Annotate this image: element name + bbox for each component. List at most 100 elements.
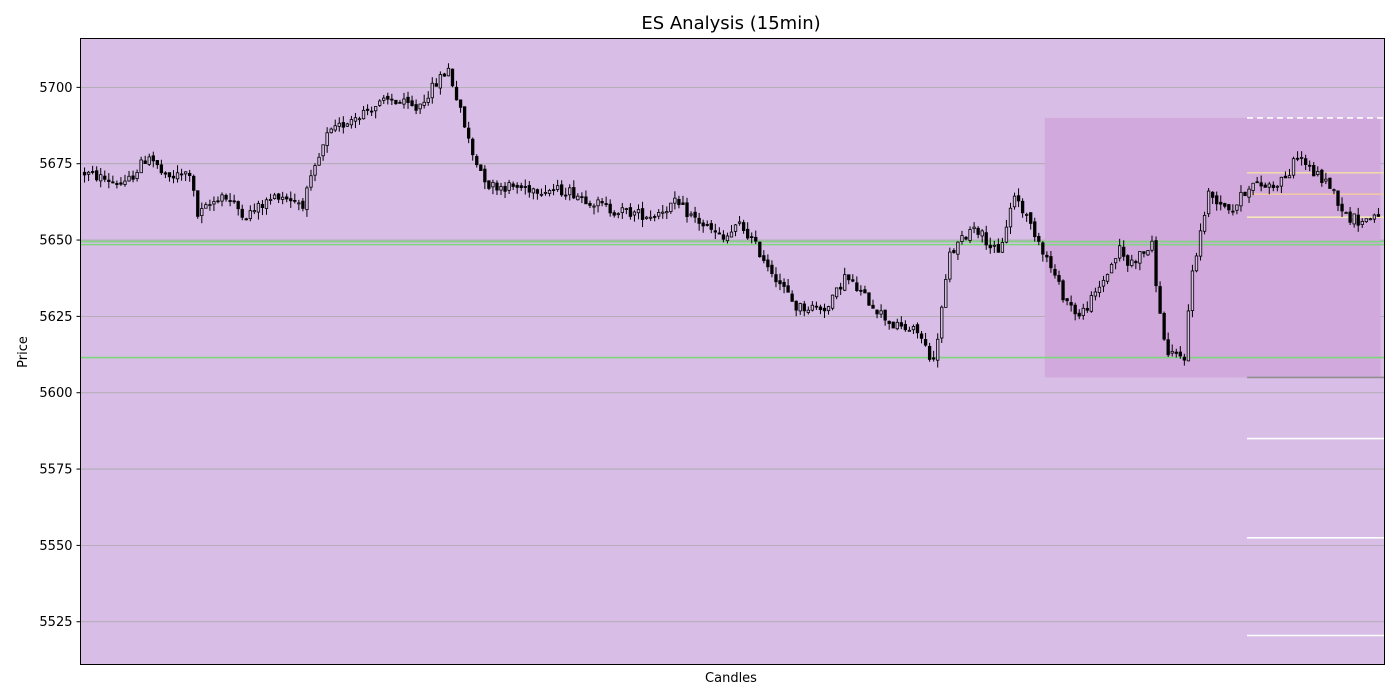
candle-body <box>940 306 944 339</box>
candle-body <box>1206 190 1211 215</box>
candle-body <box>1012 195 1017 208</box>
candle-body <box>357 118 362 121</box>
candle-body <box>285 196 289 200</box>
candle-body <box>1170 350 1174 354</box>
candle-body <box>115 183 119 185</box>
candle-body <box>1029 212 1033 224</box>
candle-body <box>737 221 742 224</box>
candle-body <box>289 198 293 202</box>
candle-body <box>944 278 948 308</box>
candle-body <box>374 106 378 112</box>
candle-body <box>1016 195 1021 202</box>
chart-title: ES Analysis (15min) <box>641 13 820 34</box>
candle-body <box>923 339 928 346</box>
candle-body <box>968 229 972 241</box>
candle-body <box>171 175 176 179</box>
candle-body <box>555 185 560 190</box>
candle-body <box>1025 213 1029 216</box>
candle-body <box>903 324 908 331</box>
candle-body <box>382 97 386 101</box>
candle-body <box>341 122 345 128</box>
candle-body <box>891 321 895 329</box>
candle-body <box>1283 175 1288 179</box>
candle-body <box>774 274 778 283</box>
candle-body <box>907 329 912 332</box>
candle-body <box>1271 184 1275 189</box>
candle-body <box>1150 240 1154 251</box>
candle-body <box>1122 246 1126 257</box>
candle-body <box>1348 211 1352 223</box>
candle-body <box>697 217 701 224</box>
y-tick-label: 5700 <box>39 81 72 96</box>
candle-body <box>543 192 548 194</box>
candle-body <box>353 117 358 122</box>
candle-body <box>1166 339 1170 356</box>
candle-body <box>462 106 467 128</box>
candle-body <box>527 185 531 193</box>
candle-body <box>1231 210 1235 213</box>
candle-body <box>1336 190 1340 206</box>
candle-body <box>414 104 418 111</box>
candle-body <box>1198 230 1203 257</box>
candle-body <box>232 200 236 203</box>
candle-body <box>1360 221 1364 225</box>
candle-body <box>281 196 285 200</box>
candle-body <box>713 230 717 233</box>
candle-body <box>1037 236 1041 242</box>
candle-body <box>834 287 839 298</box>
candle-body <box>568 187 572 196</box>
candle-body <box>851 279 855 282</box>
candle-body <box>1259 182 1263 187</box>
candle-body <box>317 156 321 166</box>
candle-body <box>721 234 726 240</box>
candle-body <box>1105 273 1110 282</box>
candle-body <box>345 123 350 127</box>
candle-body <box>1045 254 1049 258</box>
candle-body <box>830 294 835 309</box>
candle-body <box>1291 158 1296 176</box>
candle-body <box>996 244 1001 253</box>
candle-body <box>839 286 843 290</box>
candle-body <box>135 172 139 179</box>
candle-body <box>378 100 382 106</box>
candle-body <box>802 303 806 312</box>
candle-body <box>883 309 887 321</box>
candle-body <box>701 222 705 227</box>
candle-body <box>1340 203 1344 212</box>
candle-body <box>648 216 653 219</box>
candle-body <box>188 172 192 177</box>
candle-body <box>204 204 208 209</box>
candle-body <box>365 108 370 111</box>
candle-body <box>741 222 746 231</box>
candle-body <box>1174 351 1178 354</box>
candle-body <box>952 250 956 253</box>
candle-body <box>471 138 475 156</box>
candle-body <box>948 251 952 280</box>
candle-body <box>636 209 641 214</box>
candle-body <box>871 304 875 309</box>
candle-body <box>1142 251 1146 254</box>
candle-body <box>1130 259 1134 266</box>
candle-body <box>1219 201 1223 205</box>
candle-body <box>539 193 544 196</box>
candle-body <box>305 187 309 211</box>
candle-body <box>107 179 111 182</box>
candle-body <box>790 293 794 302</box>
candle-body <box>147 156 151 165</box>
candle-body <box>1376 214 1381 217</box>
candle-body <box>410 100 414 107</box>
candle-body <box>394 99 398 105</box>
candle-body <box>458 99 463 108</box>
candle-body <box>1324 178 1328 182</box>
candle-body <box>1368 218 1373 221</box>
candle-body <box>1077 312 1081 317</box>
candle-body <box>1089 295 1094 312</box>
candle-body <box>1057 275 1061 282</box>
candle-body <box>139 159 143 174</box>
horizontal-levels <box>80 117 1385 637</box>
candle-body <box>507 182 511 191</box>
candle-body <box>847 274 851 281</box>
candle-body <box>1154 240 1158 287</box>
candle-body <box>212 201 216 205</box>
candle-body <box>111 181 115 184</box>
